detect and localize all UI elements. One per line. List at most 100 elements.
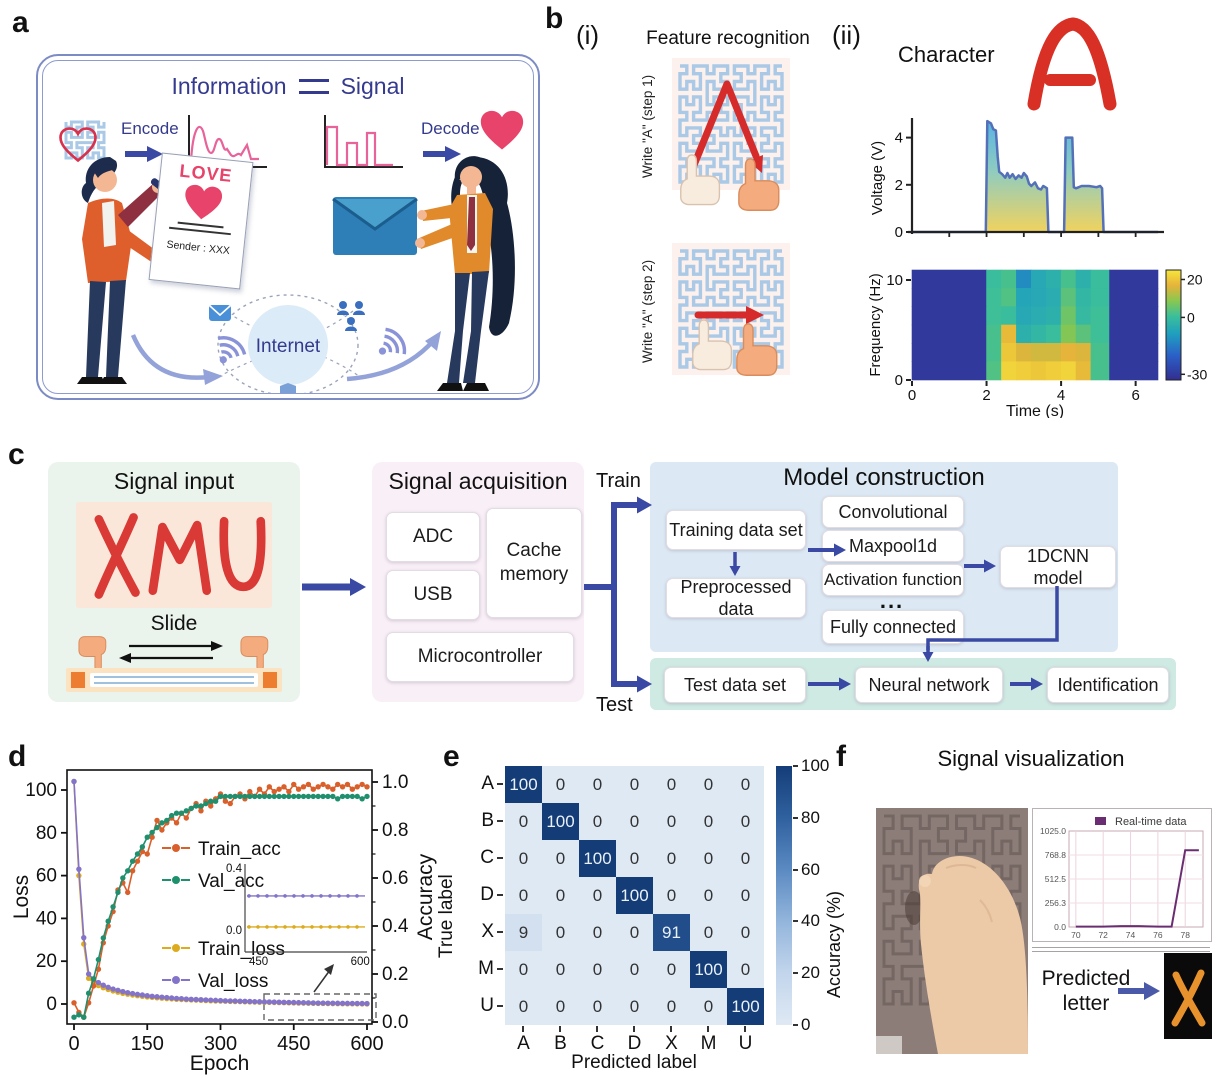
xmu-writing-area (76, 502, 272, 608)
predicted-x-glyph (1171, 969, 1206, 1027)
hand-left-icon (78, 636, 107, 672)
love-letter: LOVE Sender : XXX (148, 152, 254, 290)
activation-function-box: Activation function (822, 564, 964, 596)
confusion-cell: 0 (616, 988, 653, 1025)
fully-connected-box: Fully connected (822, 610, 964, 644)
confusion-matrix: 100 0 0 0 0 0 0 0 100 0 0 0 0 0 0 0 100 0 0 0 0 0 0 0 100 0 0 0 9 0 0 0… (505, 766, 764, 1025)
confusion-cell: 0 (653, 766, 690, 803)
svg-text:20: 20 (36, 951, 57, 972)
panel-a-frame: Information Signal Encode Decode (36, 54, 540, 400)
svg-text:600: 600 (351, 956, 370, 968)
mini-touchpad-icon (64, 120, 106, 160)
confusion-cell: 0 (727, 803, 764, 840)
signal-acquisition-title: Signal acquisition (388, 468, 568, 494)
hand-ghost-icon (680, 154, 721, 206)
panel-b-sub-i: (i) (576, 20, 600, 50)
row-tick (497, 820, 503, 822)
true-label-axis: True label (436, 874, 457, 958)
slide-label: Slide (150, 612, 198, 635)
svg-text:20: 20 (1187, 271, 1203, 287)
row-label: B (481, 810, 494, 831)
adc-box: ADC (386, 512, 480, 562)
svg-text:0.0: 0.0 (1054, 922, 1066, 932)
decode-arrow-icon (423, 146, 461, 162)
svg-text:150: 150 (131, 1033, 164, 1055)
svg-text:256.3: 256.3 (1045, 898, 1067, 908)
col-label: U (738, 1033, 753, 1054)
training-data-set-box: Training data set (666, 510, 806, 550)
svg-text:1025.0: 1025.0 (1040, 826, 1066, 836)
svg-text:0: 0 (895, 372, 903, 389)
confusion-cell: 0 (505, 877, 542, 914)
svg-text:2: 2 (982, 387, 990, 404)
decoded-heart-icon (480, 110, 524, 150)
wifi-right-icon (378, 327, 407, 355)
decode-label: Decode (421, 119, 480, 138)
svg-text:0: 0 (1187, 309, 1195, 325)
test-label: Test (596, 694, 633, 716)
svg-text:0.4: 0.4 (226, 863, 243, 875)
confusion-cell: 0 (579, 766, 616, 803)
colorbar-tick (793, 868, 798, 871)
confusion-cell: 0 (542, 766, 579, 803)
confusion-cell: 0 (690, 914, 727, 951)
information-signal-title: Information Signal (43, 73, 533, 100)
svg-text:0.0: 0.0 (226, 925, 242, 937)
receiver-person-illustration (415, 156, 515, 391)
panel-d-label: d (8, 740, 27, 773)
svg-text:512.5: 512.5 (1045, 874, 1067, 884)
confusion-cell: 0 (653, 988, 690, 1025)
colorbar-tick-label: 100 (801, 756, 830, 775)
dcnn-model-box: 1DCNN model (1000, 546, 1116, 588)
svg-text:Voltage (V): Voltage (V) (869, 141, 886, 215)
colorbar-tick (793, 1024, 798, 1026)
svg-text:Train_loss: Train_loss (198, 939, 285, 960)
svg-text:0.0: 0.0 (382, 1012, 408, 1033)
confusion-cell: 0 (616, 840, 653, 877)
svg-text:600: 600 (350, 1033, 383, 1055)
confusion-cell: 0 (505, 840, 542, 877)
colorbar-tick-label: 40 (801, 911, 820, 931)
confusion-cell: 0 (505, 951, 542, 988)
confusion-cell: 0 (690, 766, 727, 803)
confusion-cell: 0 (727, 840, 764, 877)
col-tick (670, 1026, 672, 1032)
confusion-cell: 0 (727, 951, 764, 988)
col-tick (559, 1026, 561, 1032)
svg-text:72: 72 (1098, 930, 1108, 939)
confusion-cell: 0 (653, 840, 690, 877)
signal-visualization-title: Signal visualization (937, 746, 1125, 771)
sensor-electrode-right (263, 672, 277, 688)
col-tick (596, 1026, 598, 1032)
svg-text:Real-time data: Real-time data (1115, 816, 1187, 828)
confusion-cell: 0 (690, 803, 727, 840)
confusion-cell: 0 (579, 914, 616, 951)
write-a-step1-label: Write "A" (step 1) (640, 74, 655, 178)
write-a-step2-label: Write "A" (step 2) (640, 259, 655, 363)
row-label: M (478, 958, 494, 979)
internet-label: Internet (256, 336, 321, 357)
svg-text:76: 76 (1153, 930, 1163, 939)
panel-b-label: b (545, 2, 564, 35)
svg-text:768.8: 768.8 (1045, 850, 1067, 860)
confusion-cell: 0 (579, 951, 616, 988)
slide-hands-illustration (78, 636, 269, 672)
colorbar-tick (793, 920, 798, 923)
colorbar-tick-label: 80 (801, 807, 820, 827)
encode-arrow-icon (125, 146, 163, 162)
stroke-arrow-step2 (692, 306, 778, 376)
signal-input-box: Signal input Slide (48, 462, 300, 702)
svg-text:0: 0 (68, 1033, 79, 1055)
col-tick (633, 1026, 635, 1032)
svg-text:4: 4 (895, 130, 903, 147)
train-label: Train (596, 470, 641, 492)
confusion-cell: 0 (579, 803, 616, 840)
test-data-set-box: Test data set (664, 667, 806, 703)
svg-text:0: 0 (46, 994, 57, 1015)
confusion-cell: 0 (616, 766, 653, 803)
wifi-left-icon (217, 336, 247, 364)
hand-icon (736, 323, 778, 376)
row-tick (497, 894, 503, 896)
svg-text:0.4: 0.4 (382, 916, 409, 937)
